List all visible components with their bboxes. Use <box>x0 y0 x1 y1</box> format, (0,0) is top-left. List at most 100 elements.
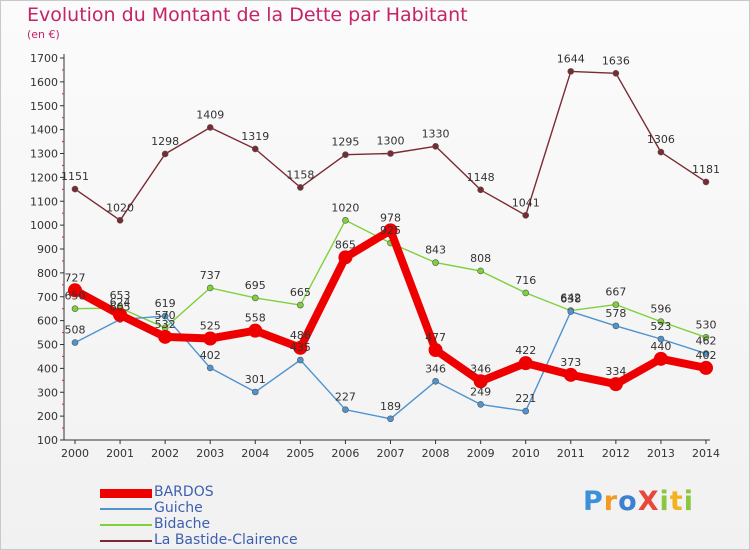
y-tick-label: 1200 <box>30 171 58 184</box>
data-point <box>702 334 710 341</box>
data-label: 865 <box>335 238 356 251</box>
data-point <box>158 329 173 344</box>
data-point <box>699 360 713 375</box>
data-point <box>428 342 443 357</box>
y-tick-label: 700 <box>37 291 58 304</box>
data-label: 653 <box>110 289 131 302</box>
legend-label: La Bastide-Clairence <box>154 532 298 548</box>
x-tick-label: 2001 <box>106 447 134 460</box>
data-label: 1020 <box>331 201 359 214</box>
data-label: 596 <box>650 303 671 316</box>
data-label: 1181 <box>692 163 720 176</box>
logo-letter: P <box>583 486 604 517</box>
data-point <box>522 289 530 297</box>
data-label: 978 <box>380 211 401 224</box>
data-label: 189 <box>380 400 401 413</box>
data-label: 486 <box>290 329 311 342</box>
data-label: 523 <box>650 320 671 333</box>
data-point <box>432 259 439 266</box>
data-point <box>477 267 484 275</box>
y-tick-label: 1600 <box>30 76 58 89</box>
logo-letter: i <box>683 486 694 517</box>
data-point <box>342 217 349 224</box>
data-point <box>612 301 620 308</box>
data-point <box>477 186 484 194</box>
data-point <box>612 69 620 77</box>
data-point <box>203 331 218 346</box>
data-label: 1644 <box>557 52 585 65</box>
data-label: 843 <box>425 244 446 257</box>
legend-label: BARDOS <box>154 484 214 500</box>
data-label: 346 <box>470 362 491 375</box>
data-label: 1409 <box>196 108 224 121</box>
data-point <box>297 184 304 191</box>
data-point <box>473 374 488 389</box>
proxiti-logo: ProXiti <box>583 486 694 517</box>
logo-letter: o <box>618 486 638 517</box>
data-label: 578 <box>605 307 626 320</box>
y-tick-label: 600 <box>37 315 58 328</box>
legend-swatch <box>100 540 152 542</box>
legend-swatch <box>100 488 152 498</box>
data-point <box>387 150 394 157</box>
y-tick-label: 500 <box>37 339 58 352</box>
data-label: 402 <box>200 349 221 362</box>
data-point <box>113 307 128 322</box>
data-label: 1148 <box>467 171 495 184</box>
data-point <box>567 68 575 75</box>
data-point <box>608 377 623 392</box>
data-point <box>518 356 533 371</box>
y-tick-label: 400 <box>37 362 58 375</box>
data-label: 373 <box>560 356 581 369</box>
data-point <box>206 364 214 372</box>
legend-item: Bidache <box>100 516 360 533</box>
data-label: 477 <box>425 331 446 344</box>
data-point <box>653 351 668 366</box>
data-point <box>71 185 79 193</box>
data-point <box>612 322 620 330</box>
data-point <box>342 151 349 158</box>
y-tick-label: 900 <box>37 243 58 256</box>
data-label: 346 <box>425 362 446 375</box>
legend-label: Guiche <box>154 500 203 516</box>
data-label: 716 <box>515 274 536 287</box>
data-point <box>338 250 353 265</box>
data-label: 301 <box>245 373 266 386</box>
x-tick-label: 2012 <box>602 447 630 460</box>
data-label: 422 <box>515 344 536 357</box>
data-label: 1158 <box>286 168 314 181</box>
data-label: 334 <box>605 365 626 378</box>
data-point <box>657 148 665 156</box>
data-point <box>206 124 214 131</box>
data-label: 1295 <box>331 136 359 149</box>
x-tick-label: 2007 <box>377 447 405 460</box>
data-point <box>251 145 259 153</box>
data-label: 605 <box>110 300 131 313</box>
data-label: 737 <box>200 269 221 282</box>
data-point <box>248 323 263 338</box>
data-point <box>68 283 82 298</box>
y-tick-label: 1700 <box>30 52 58 65</box>
y-tick-label: 800 <box>37 267 58 280</box>
y-tick-label: 1300 <box>30 148 58 161</box>
chart-subtitle: (en €) <box>27 28 60 41</box>
y-tick-label: 1500 <box>30 100 58 113</box>
legend-label: Bidache <box>154 516 211 532</box>
data-point <box>383 223 398 238</box>
data-point <box>161 150 169 158</box>
data-point <box>567 308 575 315</box>
data-label: 1041 <box>512 196 540 209</box>
data-label: 638 <box>560 293 581 306</box>
data-point <box>702 178 710 186</box>
legend-swatch <box>100 508 152 510</box>
data-label: 530 <box>696 318 717 331</box>
data-label: 1330 <box>422 127 450 140</box>
data-label: 570 <box>155 309 176 322</box>
x-tick-label: 2009 <box>467 447 495 460</box>
data-label: 402 <box>696 349 717 362</box>
legend-item: La Bastide-Clairence <box>100 532 360 549</box>
y-tick-label: 1100 <box>30 195 58 208</box>
data-label: 558 <box>245 312 266 325</box>
